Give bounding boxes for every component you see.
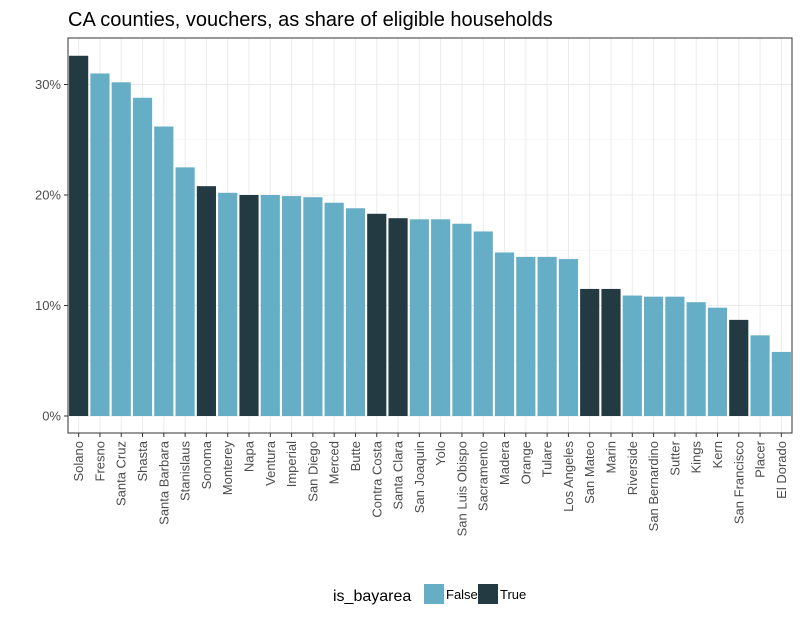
x-tick-label: Shasta xyxy=(135,440,150,481)
x-tick-label: Merced xyxy=(327,441,342,484)
x-tick-label: Orange xyxy=(518,441,533,484)
bar-sonoma xyxy=(196,186,216,416)
bar-tulare xyxy=(537,256,557,416)
y-tick-label: 20% xyxy=(35,188,61,203)
legend-label-true: True xyxy=(500,587,526,602)
x-tick-label: Tulare xyxy=(540,441,555,477)
bar-santa-cruz xyxy=(111,82,131,416)
bar-los-angeles xyxy=(558,259,578,416)
x-tick-label: Kings xyxy=(689,441,704,474)
bar-santa-clara xyxy=(388,218,408,416)
bar-riverside xyxy=(622,295,642,416)
bar-san-bernardino xyxy=(644,296,664,416)
x-tick-label: San Luis Obispo xyxy=(454,441,469,536)
x-tick-label: San Francisco xyxy=(731,441,746,524)
bar-monterey xyxy=(218,192,238,416)
x-axis: Solano Fresno Santa Cruz Shasta Santa Barbar… xyxy=(71,433,789,536)
bar-sacramento xyxy=(473,231,493,416)
bar-kings xyxy=(686,302,706,416)
bar-fresno xyxy=(90,73,110,416)
bar-merced xyxy=(324,202,344,416)
x-tick-label: Napa xyxy=(242,440,257,472)
bar-san-diego xyxy=(303,197,323,416)
x-tick-label: Madera xyxy=(497,440,512,485)
x-tick-label: Stanislaus xyxy=(178,441,193,501)
bar-placer xyxy=(750,335,770,416)
bar-el-dorado xyxy=(771,351,791,416)
x-tick-label: Santa Barbara xyxy=(156,440,171,525)
x-tick-label: Fresno xyxy=(92,441,107,481)
x-tick-label: Solano xyxy=(71,441,86,481)
x-tick-label: Placer xyxy=(753,440,768,478)
bar-napa xyxy=(239,195,259,416)
bar-stanislaus xyxy=(175,167,195,416)
bar-san-francisco xyxy=(729,319,749,416)
legend-swatch-true xyxy=(478,584,498,604)
bars xyxy=(69,55,791,417)
legend: is_bayarea False True xyxy=(333,584,526,605)
bar-san-joaquin xyxy=(409,219,429,416)
y-tick-label: 0% xyxy=(42,409,61,424)
bar-solano xyxy=(69,55,89,417)
x-tick-label: Yolo xyxy=(433,441,448,466)
bar-butte xyxy=(345,208,366,416)
x-tick-label: Contra Costa xyxy=(369,440,384,517)
bar-santa-barbara xyxy=(154,126,174,417)
bar-madera xyxy=(494,252,515,416)
x-tick-label: San Joaquin xyxy=(412,441,427,513)
x-tick-label: Santa Clara xyxy=(391,440,406,509)
panel-border xyxy=(67,37,793,434)
x-tick-label: Marin xyxy=(604,441,619,474)
x-tick-label: San Diego xyxy=(305,441,320,502)
x-tick-label: San Mateo xyxy=(582,441,597,504)
x-tick-label: Los Angeles xyxy=(561,441,576,512)
x-tick-label: Sutter xyxy=(667,440,682,475)
legend-swatch-false xyxy=(424,584,444,604)
bar-shasta xyxy=(132,97,153,416)
x-tick-label: Santa Cruz xyxy=(114,441,129,506)
x-tick-label: Sonoma xyxy=(199,440,214,489)
x-tick-label: Kern xyxy=(710,441,725,468)
y-tick-label: 10% xyxy=(35,298,61,313)
x-tick-label: San Bernardino xyxy=(646,441,661,531)
bar-imperial xyxy=(282,196,302,416)
x-tick-label: Imperial xyxy=(284,441,299,487)
bar-san-luis-obispo xyxy=(452,223,472,416)
x-tick-label: Sacramento xyxy=(476,441,491,511)
x-tick-label: Monterey xyxy=(220,441,235,496)
bar-marin xyxy=(601,288,621,416)
x-tick-label: Ventura xyxy=(263,440,278,486)
y-tick-label: 30% xyxy=(35,77,61,92)
bar-yolo xyxy=(431,219,451,416)
chart-title: CA counties, vouchers, as share of eligi… xyxy=(68,9,553,31)
x-tick-label: El Dorado xyxy=(774,441,789,499)
x-tick-label: Butte xyxy=(348,441,363,471)
x-tick-label: Riverside xyxy=(625,441,640,495)
bar-contra-costa xyxy=(367,213,387,416)
legend-label-false: False xyxy=(446,587,478,602)
bar-ventura xyxy=(260,195,280,416)
bar-kern xyxy=(707,307,728,416)
bar-orange xyxy=(516,256,536,416)
y-axis: 0% 10% 20% 30% xyxy=(35,77,68,424)
legend-title: is_bayarea xyxy=(333,588,411,605)
bar-sutter xyxy=(665,296,685,416)
bar-san-mateo xyxy=(580,288,600,416)
